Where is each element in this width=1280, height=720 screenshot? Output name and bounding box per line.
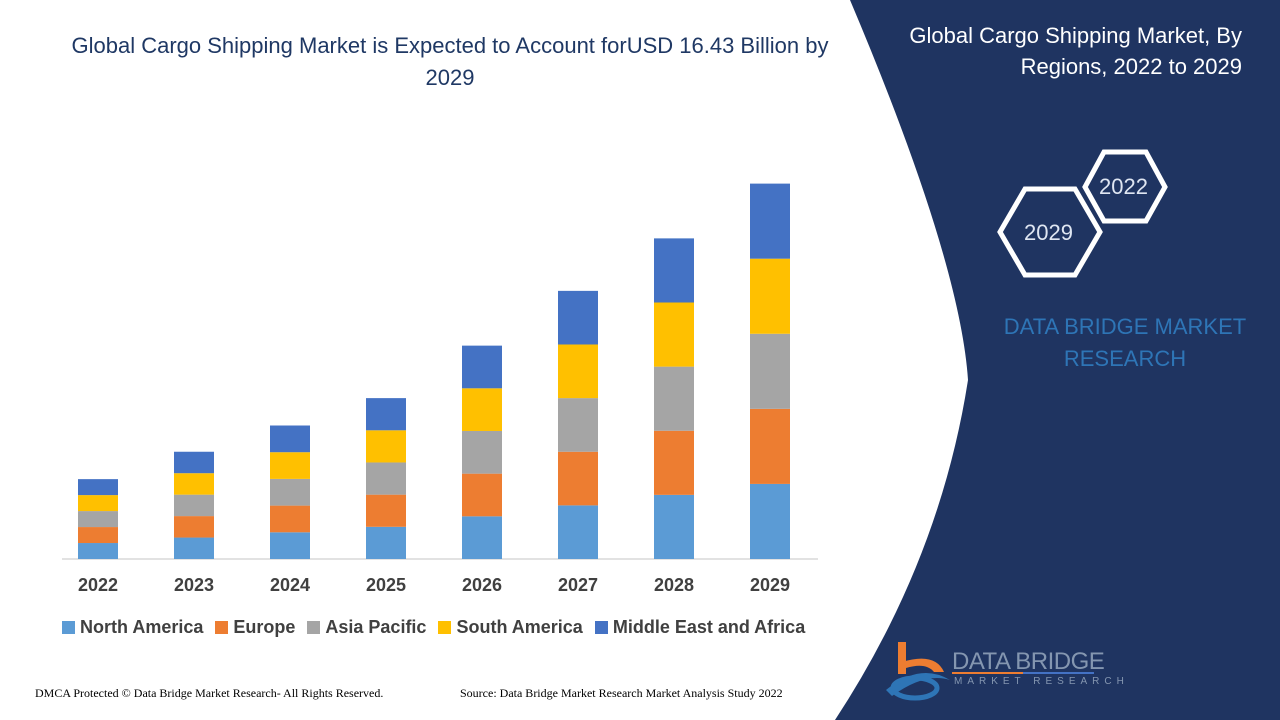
legend-swatch [594,621,608,634]
bar-segment-2024-middle-east-and-africa [270,425,310,453]
bar-segment-2024-europe [270,505,310,533]
logo-icon [886,642,950,701]
legend-swatch [62,621,75,634]
legend-swatch [438,621,452,634]
bar-segment-2025-middle-east-and-africa [366,398,406,431]
bar-segment-2027-middle-east-and-africa [558,290,598,345]
bar-segment-2022-asia-pacific [78,511,118,528]
bar-segment-2028-south-america [654,302,694,367]
x-tick-label: 2022 [77,575,119,595]
bar-segment-2027-south-america [558,344,598,399]
bar-segment-2029-north-america [750,483,790,559]
logo-subtitle: MARKET RESEARCH [954,676,1129,687]
logo-name: DATA BRIDGE [952,648,1105,675]
x-tick-label: 2028 [653,575,695,595]
stacked-bar-chart [62,183,818,560]
bar-segment-2026-asia-pacific [462,430,502,474]
brand-text: DATA BRIDGE MARKET RESEARCH [1003,314,1247,371]
bar-segment-2026-north-america [462,516,502,559]
legend-label: South America [456,617,583,637]
bar-segment-2023-europe [174,516,214,538]
side-panel [835,0,1280,720]
chart-title: Global Cargo Shipping Market is Expected… [71,33,829,90]
bar-segment-2022-middle-east-and-africa [78,479,118,496]
bar-segment-2022-north-america [78,543,118,559]
bar-segment-2022-europe [78,527,118,544]
bar-segment-2024-south-america [270,452,310,479]
bar-segment-2028-asia-pacific [654,366,694,431]
bar-segment-2026-europe [462,473,502,517]
panel-title: Global Cargo Shipping Market, By Regions… [909,23,1242,79]
bar-segment-2023-south-america [174,473,214,495]
legend-swatch [307,621,321,634]
legend-item: Europe [215,617,295,638]
legend-item: South America [438,617,583,638]
bar-segment-2026-south-america [462,388,502,431]
legend-label: North America [80,617,204,637]
legend-item: North America [62,617,203,638]
bar-segment-2025-europe [366,494,406,527]
legend-label: Middle East and Africa [612,617,806,637]
bar-segment-2027-asia-pacific [558,398,598,452]
hexagon-2029 [997,186,1103,278]
footer-copyright: DMCA Protected © Data Bridge Market Rese… [35,686,384,700]
logo-divider [952,672,1094,674]
x-tick-label: 2026 [461,575,503,595]
legend-item: Middle East and Africa [594,617,806,638]
legend: North America Europe Asia Pacific South … [62,617,805,638]
legend-label: Europe [233,617,296,637]
bar-segment-2029-asia-pacific [750,333,790,409]
bar-segment-2029-europe [750,408,790,484]
bar-segment-2028-north-america [654,494,694,559]
bar-segment-2027-north-america [558,505,598,559]
bar-segment-2026-middle-east-and-africa [462,345,502,389]
hex-label-2029: 2029 [1024,220,1073,245]
x-tick-label: 2029 [749,575,791,595]
bar-segment-2023-north-america [174,537,214,559]
bar-segment-2023-middle-east-and-africa [174,451,214,474]
x-tick-label: 2027 [557,575,599,595]
legend-label: Asia Pacific [325,617,427,637]
bar-segment-2025-south-america [366,430,406,463]
footer-source: Source: Data Bridge Market Research Mark… [460,686,783,700]
bar-segment-2023-asia-pacific [174,494,214,517]
hexagon-2022 [1082,149,1168,224]
bar-segment-2029-middle-east-and-africa [750,183,790,259]
bar-segment-2028-middle-east-and-africa [654,238,694,303]
bar-segment-2029-south-america [750,258,790,334]
bar-segment-2025-north-america [366,526,406,559]
bar-segment-2024-asia-pacific [270,478,310,506]
legend-item: Asia Pacific [307,617,426,638]
x-tick-label: 2023 [173,575,215,595]
bar-segment-2024-north-america [270,532,310,559]
hex-label-2022: 2022 [1099,174,1148,199]
x-tick-label: 2025 [365,575,407,595]
x-tick-label: 2024 [269,575,311,595]
bar-segment-2027-europe [558,451,598,506]
bar-segment-2028-europe [654,430,694,495]
legend-swatch [215,621,229,634]
bar-segment-2025-asia-pacific [366,462,406,495]
bar-segment-2022-south-america [78,495,118,512]
